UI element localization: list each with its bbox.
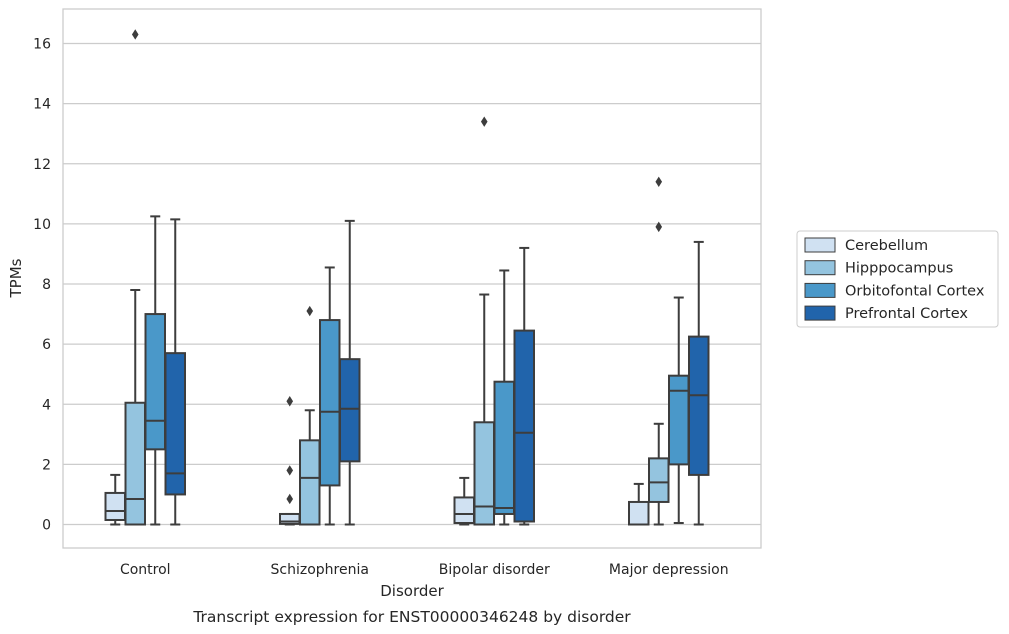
x-axis-label: Disorder [380, 582, 444, 600]
series-hipppocampus [124, 29, 670, 526]
legend-swatch-1 [804, 260, 836, 276]
box-0-0 [104, 473, 126, 526]
y-tick-label-2: 2 [42, 457, 51, 473]
y-tick-label-4: 4 [42, 397, 51, 413]
x-axis-ticks: Control Schizophrenia Bipolar disorder Majo… [120, 562, 729, 578]
box-body [104, 491, 126, 521]
y-tick-label-8: 8 [42, 277, 51, 293]
box-body [688, 335, 710, 476]
y-tick-label-12: 12 [33, 157, 51, 173]
x-tick-label-2: Bipolar disorder [439, 562, 550, 578]
y-tick-label-10: 10 [33, 217, 51, 233]
legend-label-2: Orbitofontal Cortex [845, 283, 985, 299]
box-body [628, 500, 650, 526]
outlier-marker-0 [480, 116, 488, 127]
box-0-3 [628, 482, 650, 526]
box-body [299, 439, 321, 526]
box-body [164, 352, 186, 496]
legend-label-0: Cerebellum [845, 238, 928, 254]
y-axis-ticks: 0 2 4 6 8 10 12 14 16 [33, 37, 51, 534]
chart-caption: Transcript expression for ENST0000034624… [192, 608, 631, 626]
outlier-marker-2 [286, 396, 294, 407]
box-plot-series [104, 29, 710, 526]
series-prefrontal-cortex [164, 218, 710, 526]
box-3-1 [339, 219, 361, 526]
legend-label-1: Hipppocampus [845, 261, 953, 277]
box-body [648, 457, 670, 503]
y-tick-label-0: 0 [42, 518, 51, 534]
box-0-1 [279, 396, 301, 526]
box-body [124, 401, 146, 526]
box-body [473, 421, 495, 526]
box-2-0 [144, 215, 166, 526]
x-tick-label-3: Major depression [609, 562, 729, 578]
box-3-3 [688, 240, 710, 526]
legend: Cerebellum Hipppocampus Orbitofontal Corte… [796, 230, 999, 328]
box-body [453, 496, 475, 524]
outlier-marker-0 [655, 221, 663, 233]
outlier-marker-1 [286, 465, 294, 476]
legend-label-3: Prefrontal Cortex [845, 306, 968, 322]
box-body [493, 380, 515, 515]
x-tick-label-1: Schizophrenia [271, 562, 369, 578]
y-tick-label-14: 14 [33, 97, 51, 113]
legend-swatch-0 [804, 237, 836, 253]
outlier-marker-0 [131, 29, 139, 40]
box-2-3 [668, 296, 690, 524]
box-1-2 [473, 116, 495, 526]
box-1-3 [648, 176, 670, 526]
y-axis-label: TPMs [7, 258, 25, 298]
series-cerebellum [104, 396, 650, 526]
legend-swatch-2 [804, 282, 836, 298]
legend-items: Cerebellum Hipppocampus Orbitofontal Corte… [804, 237, 985, 322]
box-3-2 [513, 246, 535, 526]
outlier-marker-1 [655, 176, 663, 187]
box-body [668, 374, 690, 466]
legend-frame [796, 230, 999, 328]
outlier-marker-0 [286, 493, 294, 505]
y-tick-label-6: 6 [42, 337, 51, 353]
box-3-0 [164, 218, 186, 526]
legend-swatch-3 [804, 305, 836, 321]
box-body [513, 329, 535, 523]
y-tick-label-16: 16 [33, 37, 51, 53]
outlier-marker-0 [306, 305, 314, 317]
x-tick-label-0: Control [120, 562, 171, 578]
box-1-0 [124, 29, 146, 526]
box-body [339, 358, 361, 463]
box-1-1 [299, 305, 321, 526]
box-0-2 [453, 476, 475, 526]
box-body [319, 319, 341, 487]
box-body [144, 313, 166, 451]
